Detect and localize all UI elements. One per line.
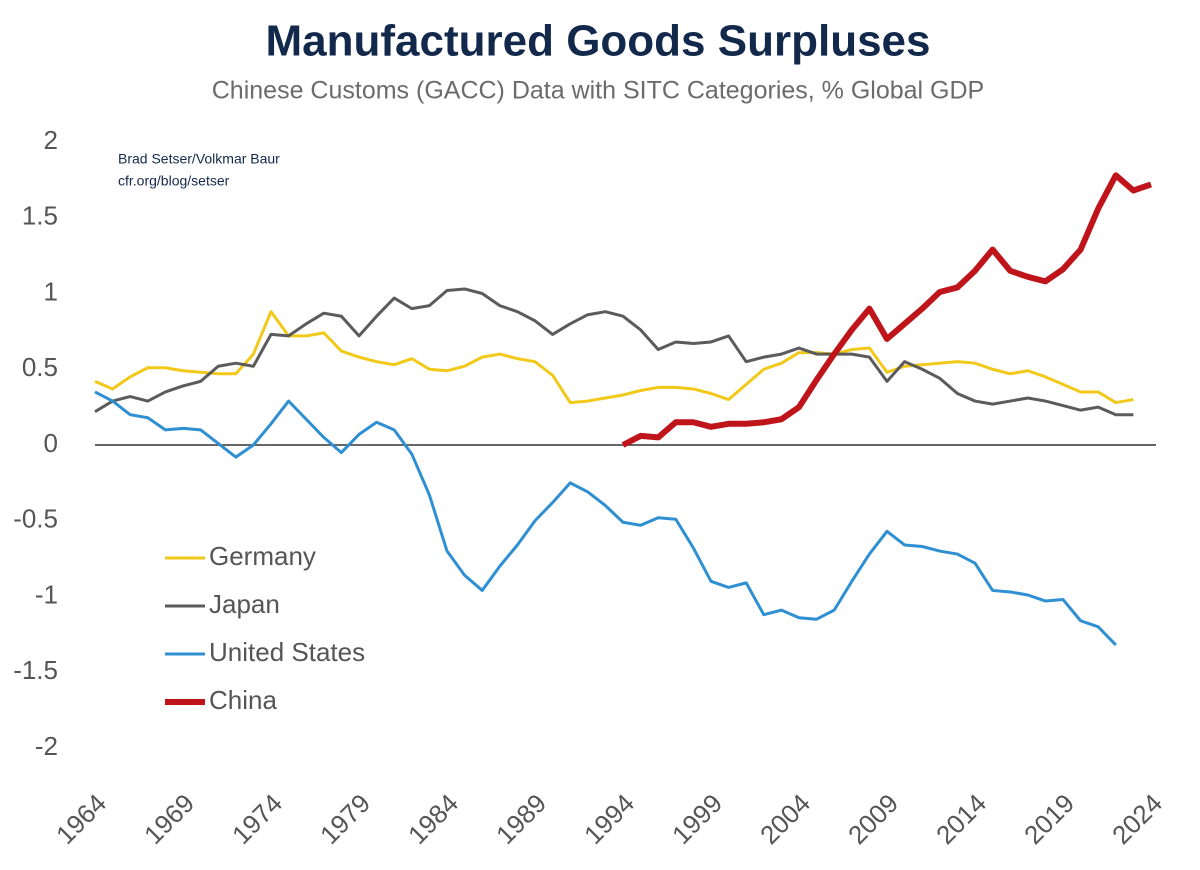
y-tick-label: 0 <box>44 428 58 458</box>
chart-title: Manufactured Goods Surpluses <box>266 17 931 66</box>
series-line <box>94 310 1134 405</box>
y-tick-label: -1 <box>35 579 58 609</box>
series-line <box>94 390 1117 647</box>
y-tick-label: -1.5 <box>13 655 58 685</box>
x-tick-label: 2019 <box>1018 788 1080 850</box>
series-line <box>621 172 1152 448</box>
series-line <box>94 287 1134 417</box>
x-tick-label: 2004 <box>754 788 816 850</box>
x-tick-label: 2024 <box>1106 788 1168 850</box>
x-tick-label: 1999 <box>666 788 728 850</box>
legend-label: Germany <box>209 541 316 571</box>
x-tick-label: 1994 <box>578 788 640 850</box>
x-tick-label: 1989 <box>490 788 552 850</box>
x-tick-label: 1969 <box>138 788 200 850</box>
x-tick-label: 1964 <box>50 788 112 850</box>
legend-label: Japan <box>209 589 280 619</box>
legend-label: United States <box>209 637 365 667</box>
annotation: cfr.org/blog/setser <box>118 173 230 189</box>
y-tick-label: 2 <box>44 125 58 155</box>
y-tick-label: 1.5 <box>22 201 58 231</box>
annotation: Brad Setser/Volkmar Baur <box>118 151 280 167</box>
x-tick-label: 1979 <box>314 788 376 850</box>
chart-subtitle: Chinese Customs (GACC) Data with SITC Ca… <box>212 77 984 105</box>
y-tick-label: -2 <box>35 731 58 761</box>
legend-label: China <box>209 685 277 715</box>
x-tick-label: 2014 <box>930 788 992 850</box>
x-tick-label: 2009 <box>842 788 904 850</box>
x-tick-label: 1984 <box>402 788 464 850</box>
y-tick-label: 1 <box>44 276 58 306</box>
y-tick-label: -0.5 <box>13 504 58 534</box>
y-tick-label: 0.5 <box>22 352 58 382</box>
x-tick-label: 1974 <box>226 788 288 850</box>
